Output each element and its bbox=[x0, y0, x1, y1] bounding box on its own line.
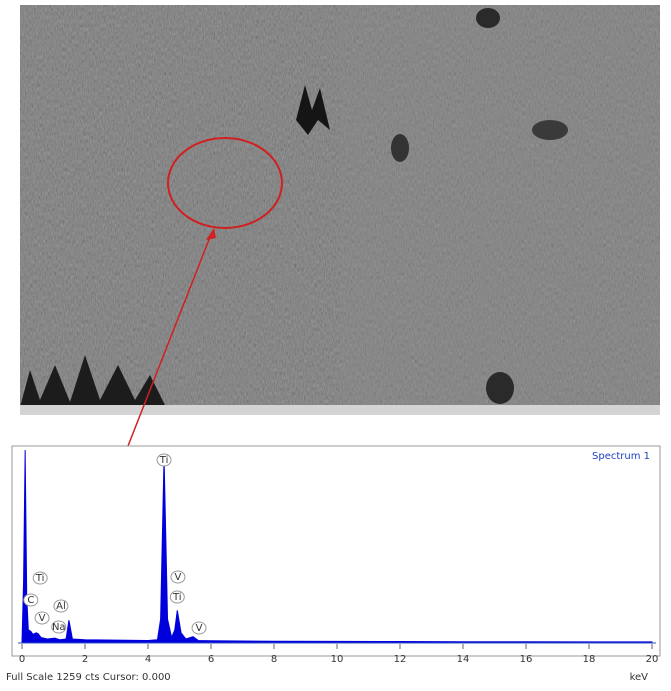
x-tick-label: 0 bbox=[19, 654, 25, 665]
annotation: V bbox=[175, 572, 182, 583]
x-tick-label: 16 bbox=[520, 654, 533, 665]
x-tick-label: 10 bbox=[331, 654, 344, 665]
footer: Full Scale 1259 cts Cursor: 0.000 bbox=[6, 672, 171, 683]
x-tick-label: 18 bbox=[583, 654, 596, 665]
page: {"chart_data": {"type": "area", "x": [0,… bbox=[0, 0, 671, 687]
legend-label: Spectrum 1 bbox=[592, 451, 650, 462]
annotation: Ti bbox=[159, 455, 169, 466]
x-tick-label: 20 bbox=[646, 654, 659, 665]
annotation: C bbox=[27, 595, 34, 606]
annotation: Ti bbox=[172, 592, 182, 603]
x-tick-label: 4 bbox=[145, 654, 151, 665]
x-axis-label: keV bbox=[630, 672, 649, 683]
annotation: Na bbox=[52, 622, 66, 633]
sem-image bbox=[20, 5, 660, 446]
annotation: V bbox=[196, 623, 203, 634]
x-tick-label: 8 bbox=[271, 654, 277, 665]
annotation: Al bbox=[56, 601, 66, 612]
x-tick-label: 14 bbox=[457, 654, 470, 665]
x-tick-label: 6 bbox=[208, 654, 214, 665]
x-tick-label: 12 bbox=[394, 654, 407, 665]
annotation: Ti bbox=[35, 573, 45, 584]
plot-frame bbox=[12, 446, 660, 656]
annotation: V bbox=[39, 613, 46, 624]
x-tick-label: 2 bbox=[82, 654, 88, 665]
figure: Spectrum 1 keV Full Scale 1259 cts Curso… bbox=[0, 0, 671, 687]
